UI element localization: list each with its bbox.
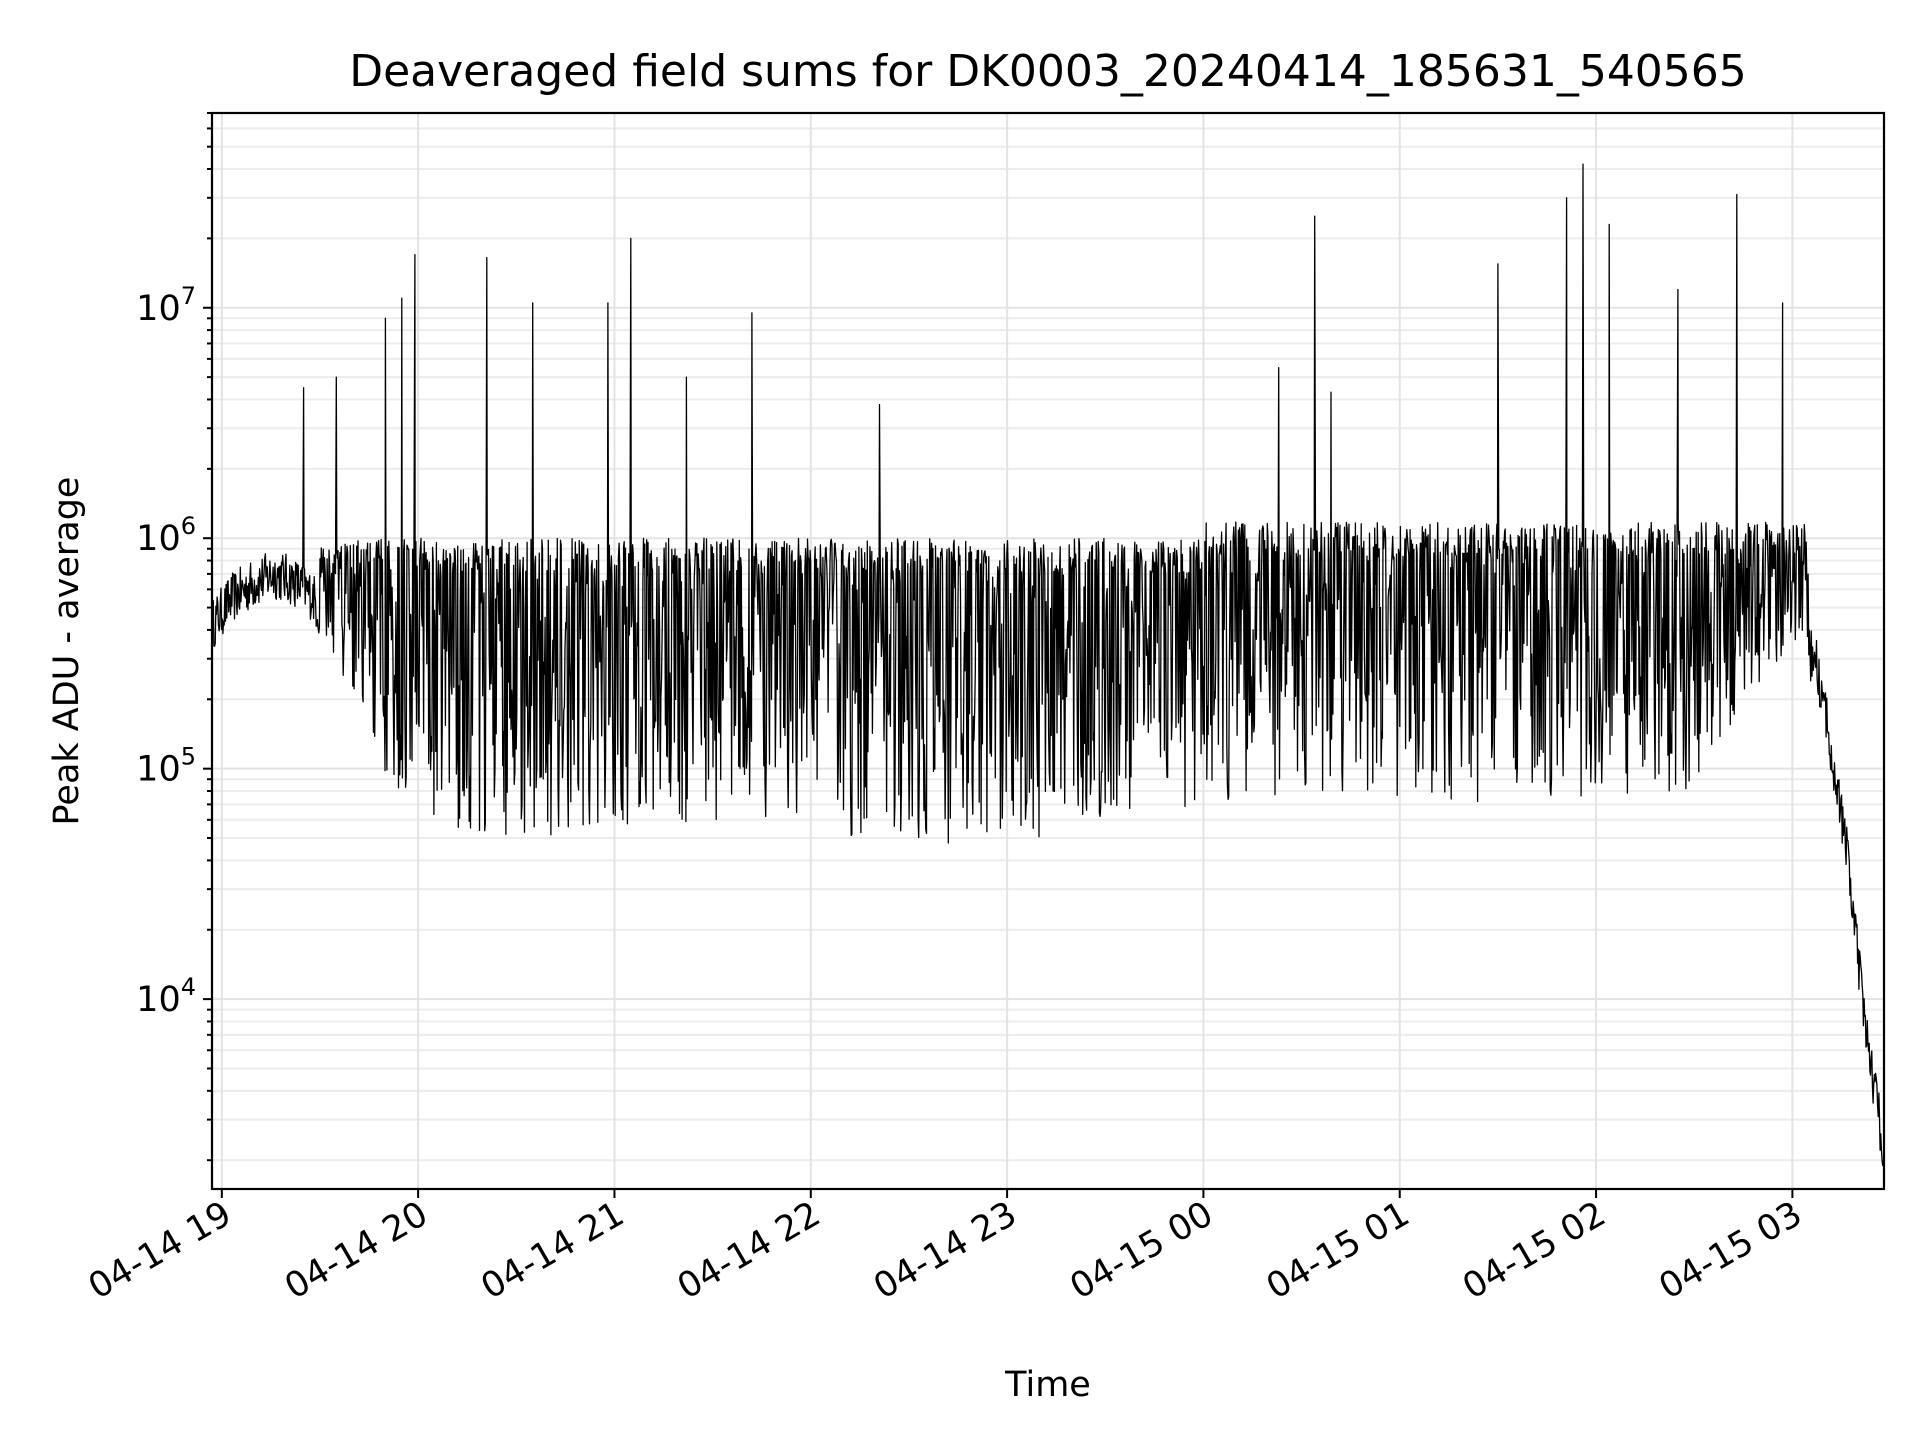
data-series: [211, 163, 1885, 1167]
x-tick-label: 04-14 22: [671, 1194, 827, 1307]
y-axis: 104 105 106 107: [136, 112, 212, 1162]
x-tick-label: 04-15 01: [1260, 1194, 1416, 1307]
y-tick-label: 104: [136, 973, 196, 1020]
x-tick-label: 04-14 19: [82, 1194, 238, 1307]
plot-frame: [210, 111, 1886, 1191]
x-axis: 04-14 19 04-14 20 04-14 21 04-14 22 04-14 23…: [82, 1189, 1809, 1307]
series-line: [211, 163, 1885, 1167]
x-tick-label: 04-14 23: [867, 1194, 1023, 1307]
y-tick-label: 106: [136, 512, 196, 559]
y-tick-label: 107: [136, 282, 196, 329]
y-axis-label: Peak ADU - average: [47, 477, 87, 826]
x-tick-label: 04-15 02: [1456, 1194, 1612, 1307]
chart-title: Deaveraged field sums for DK0003_2024041…: [349, 46, 1747, 97]
x-tick-label: 04-14 21: [475, 1194, 631, 1307]
x-tick-label: 04-15 00: [1064, 1194, 1220, 1307]
y-tick-label: 105: [136, 743, 196, 790]
x-tick-label: 04-15 03: [1653, 1194, 1809, 1307]
x-tick-label: 04-14 20: [278, 1194, 434, 1307]
x-axis-label: Time: [1004, 1365, 1091, 1405]
